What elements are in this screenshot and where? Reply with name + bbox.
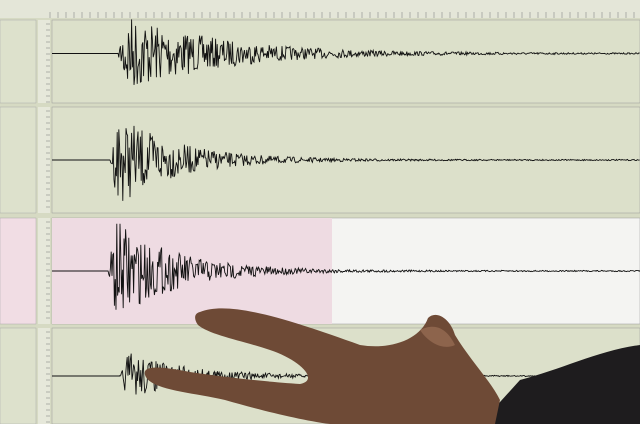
waveform xyxy=(52,125,640,201)
hand xyxy=(144,308,640,424)
scale-column xyxy=(38,20,50,103)
label-column xyxy=(0,217,37,325)
waveform xyxy=(52,223,640,310)
scale-column xyxy=(38,107,50,213)
finger-highlight xyxy=(420,326,455,347)
label-column xyxy=(0,19,37,104)
hand-shape xyxy=(144,308,500,424)
top-ruler xyxy=(0,0,640,18)
scale-column xyxy=(38,218,50,324)
waveform xyxy=(52,19,640,85)
sleeve xyxy=(480,345,640,424)
label-column xyxy=(0,106,37,214)
label-column xyxy=(0,327,37,424)
trace-area xyxy=(51,19,640,104)
scale-column xyxy=(38,328,50,424)
